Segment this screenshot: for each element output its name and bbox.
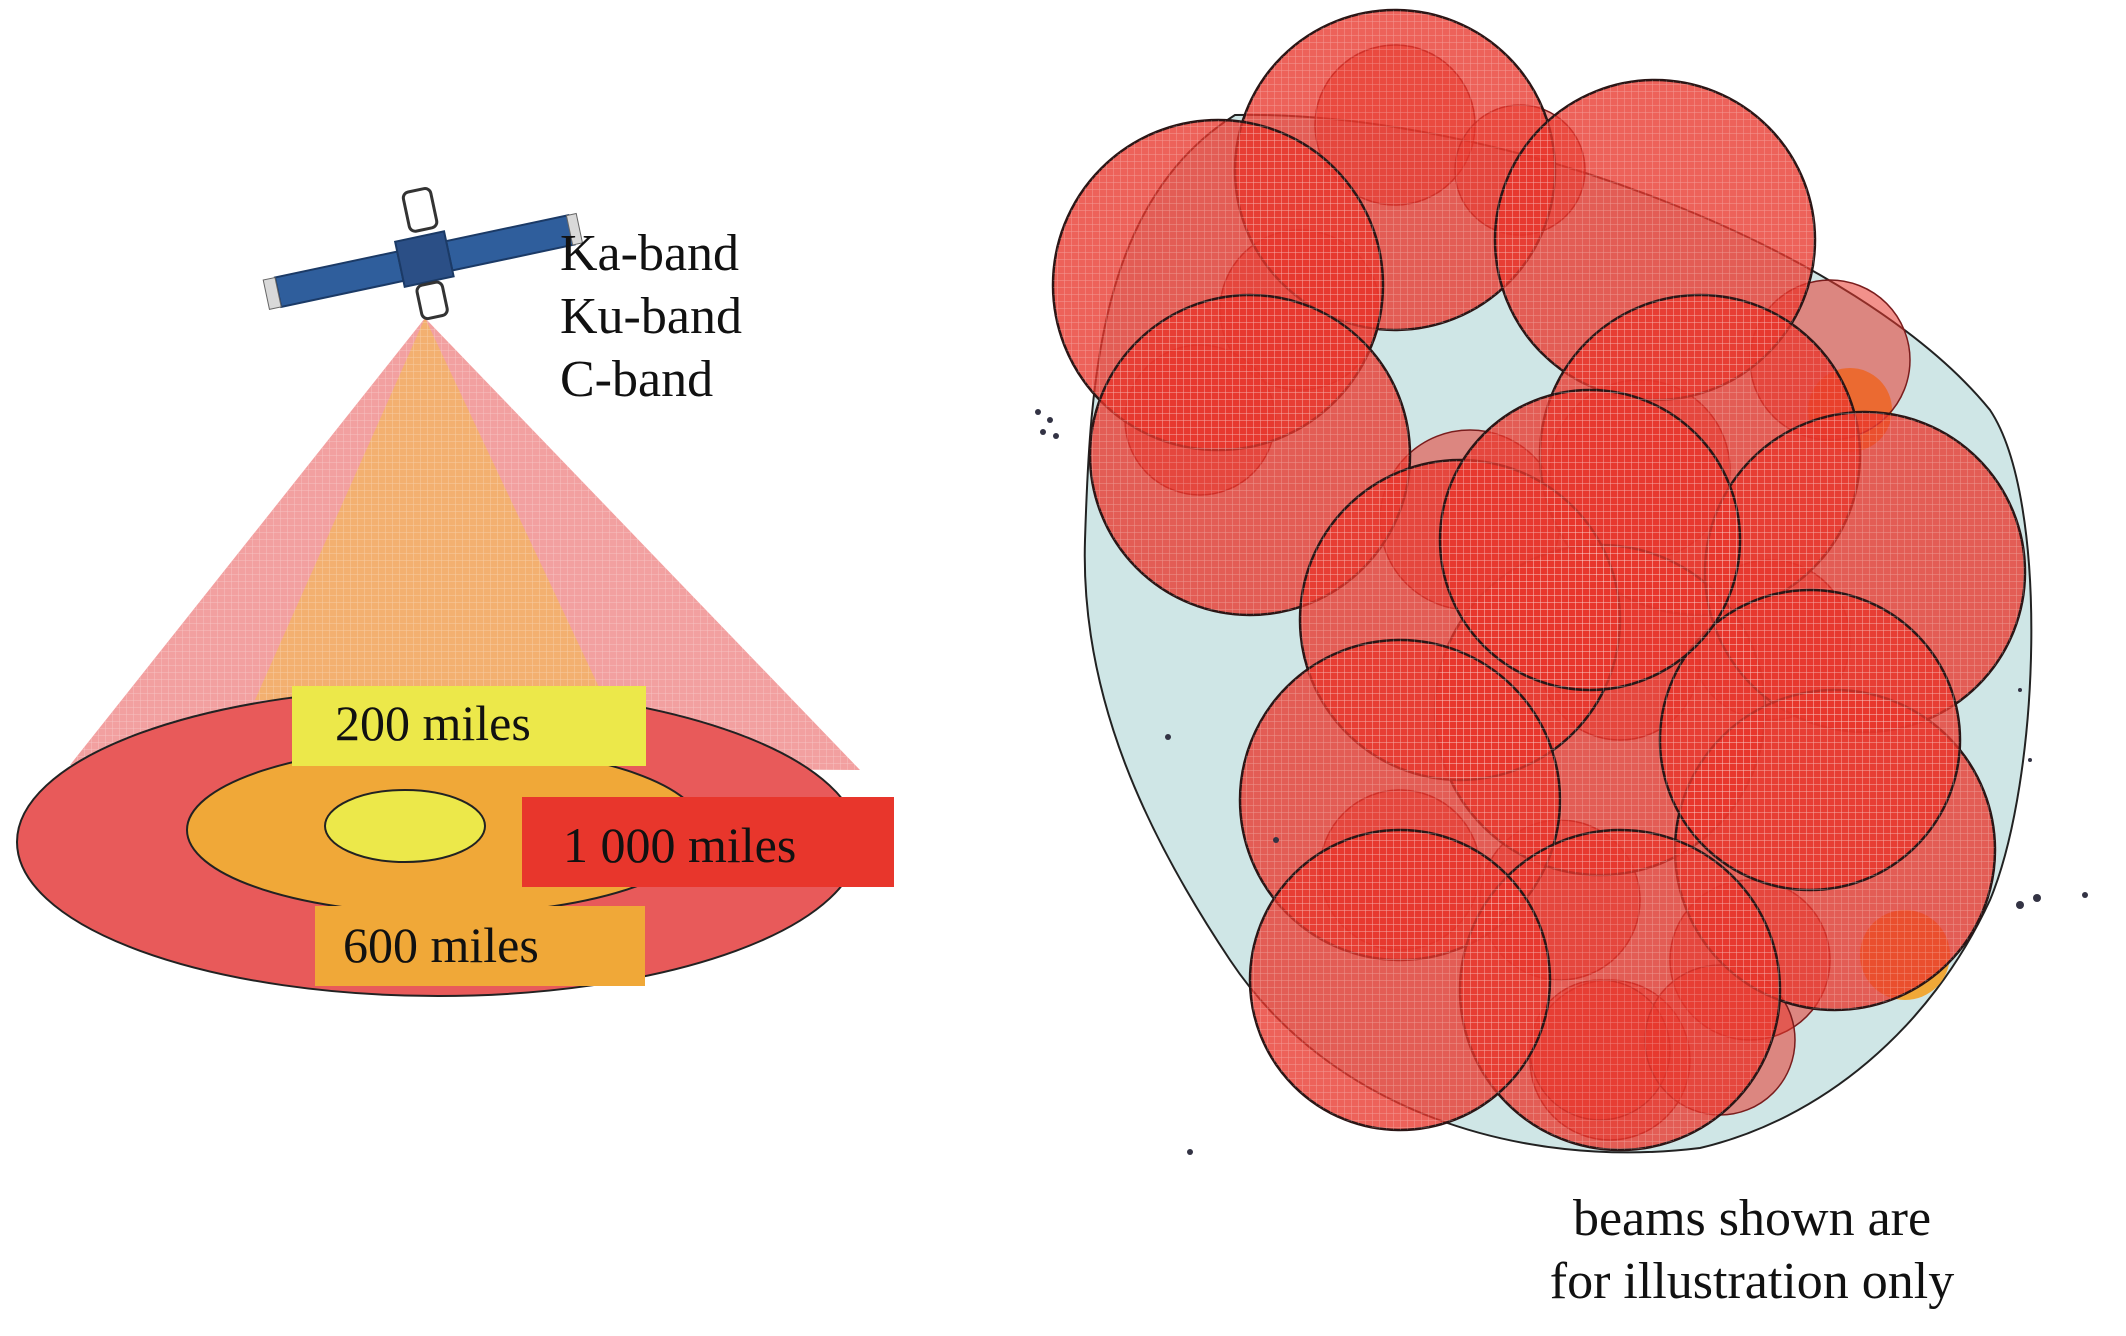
range-label-large-bg	[522, 797, 894, 887]
range-label-small-bg	[292, 686, 646, 766]
range-label-large: 1 000 miles	[563, 817, 796, 873]
band-label-ka: Ka-band	[560, 225, 739, 282]
range-label-medium: 600 miles	[343, 917, 539, 973]
range-label-small: 200 miles	[335, 695, 531, 751]
satellite-icon	[262, 187, 584, 321]
beam-texture	[1440, 390, 1740, 690]
beam-texture	[1460, 830, 1780, 1150]
range-label-medium-bg	[315, 906, 645, 986]
beam-texture	[1250, 830, 1550, 1130]
scatter-dots	[1035, 409, 2088, 1155]
coverage-zone-inner	[324, 789, 486, 863]
caption-line-2: for illustration only	[1550, 1253, 1954, 1310]
band-label-ku: Ku-band	[560, 288, 742, 345]
right-panel: beams shown are for illustration only	[1035, 8, 2088, 1310]
left-panel: 200 miles 1 000 miles 600 miles Ka-band …	[16, 187, 894, 997]
band-label-c: C-band	[560, 351, 713, 408]
beam-texture	[1660, 590, 1960, 890]
caption-line-1: beams shown are	[1573, 1190, 1931, 1247]
